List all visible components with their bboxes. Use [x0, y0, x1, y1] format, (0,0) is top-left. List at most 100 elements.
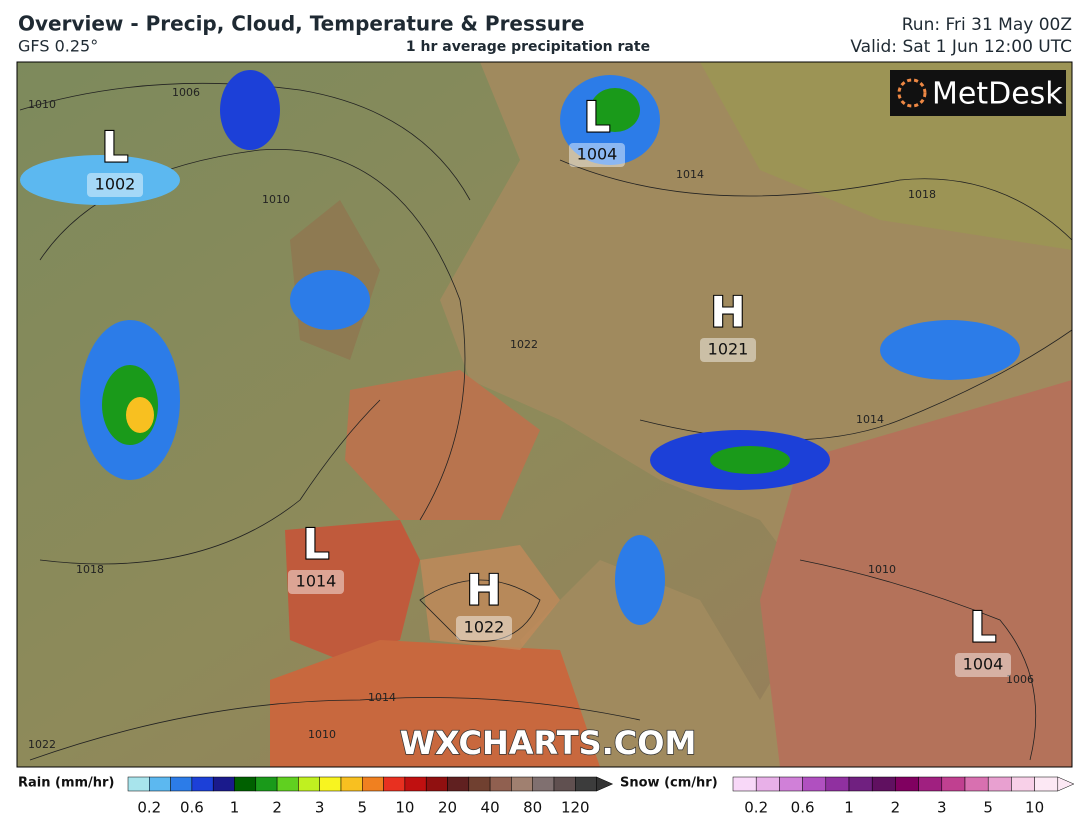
- title: Overview - Precip, Cloud, Temperature & …: [18, 12, 584, 36]
- legend-swatch: [425, 776, 448, 792]
- isobar-label: 1014: [368, 691, 396, 704]
- subtitle: 1 hr average precipitation rate: [406, 39, 650, 55]
- legend-swatch: [941, 776, 966, 792]
- legend-arrow: [596, 776, 614, 792]
- legend-tick-label: 20: [438, 799, 457, 817]
- legend-swatch: [987, 776, 1012, 792]
- pressure-value: 1004: [577, 145, 618, 164]
- legend-swatch: [447, 776, 470, 792]
- legend-swatch: [170, 776, 193, 792]
- pressure-value-box: [456, 616, 512, 640]
- legend-tick-label: 2: [272, 799, 282, 817]
- legend-tick-label: 1: [230, 799, 240, 817]
- isobar-label: 1022: [28, 738, 56, 751]
- legend-swatch: [779, 776, 803, 792]
- pressure-letter: H: [710, 288, 745, 337]
- legend-swatch: [825, 776, 850, 792]
- pressure-letter: L: [102, 123, 129, 172]
- pressure-value: 1002: [95, 175, 136, 194]
- legend-swatch: [276, 776, 299, 792]
- legend-arrow: [1057, 776, 1075, 792]
- map-frame: [16, 61, 1073, 768]
- legend-swatch: [895, 776, 919, 792]
- legends: 0.2 0.6 1 2 3 5 10 20 40 80 120 0.2 0.6 1 2 3 5 10: [127, 776, 1075, 817]
- legend-swatch: [191, 776, 214, 792]
- legend-swatch: [511, 776, 533, 792]
- iberia: [285, 520, 420, 660]
- legend-tick-label: 0.2: [744, 799, 768, 817]
- pressure-value: 1004: [963, 655, 1004, 674]
- pressure-letter: L: [970, 603, 997, 652]
- legend-swatch: [918, 776, 943, 792]
- legend-tick-label: 0.6: [180, 799, 204, 817]
- isobar-label: 1014: [676, 168, 704, 181]
- isobar-label: 1014: [856, 413, 884, 426]
- pressure-letter: L: [584, 93, 611, 142]
- pressure-value-box: [700, 338, 756, 362]
- model: GFS 0.25°: [18, 37, 98, 56]
- legend-swatch: [1034, 776, 1059, 792]
- legend-swatch: [553, 776, 576, 792]
- legend-tick-label: 80: [523, 799, 542, 817]
- legend-tick-label: 10: [395, 799, 414, 817]
- legend-swatch: [319, 776, 342, 792]
- pressure-letter: L: [303, 520, 330, 569]
- legend-swatch: [362, 776, 384, 792]
- pressure-value-box: [288, 570, 344, 594]
- legend-swatch: [127, 776, 150, 792]
- france: [345, 370, 540, 520]
- logo-icon: [897, 78, 927, 108]
- logo: MetDesk: [932, 77, 1063, 112]
- run: Run: Fri 31 May 00Z: [902, 15, 1072, 35]
- legend-swatch: [575, 776, 597, 792]
- legend-tick-label: 5: [358, 799, 368, 817]
- legend-swatch: [871, 776, 896, 792]
- logo-box: [890, 70, 1066, 116]
- legend-swatch: [383, 776, 406, 792]
- isobar-label: 1010: [308, 728, 336, 741]
- legend-swatch: [404, 776, 427, 792]
- isobar-labels: 1010 1006 1010 1014 1018 1022 1014 1010 …: [28, 86, 1034, 751]
- watermark: WXCHARTS.COM: [400, 724, 697, 762]
- legend-swatch: [212, 776, 235, 792]
- legend-tick-label: 5: [983, 799, 993, 817]
- legend-tick-label: 2: [891, 799, 901, 817]
- pressure-value-box: [569, 143, 625, 167]
- legend-swatch: [298, 776, 320, 792]
- pressure-value-box: [955, 653, 1011, 677]
- pressure-value: 1021: [708, 340, 749, 359]
- isobar-label: 1010: [28, 98, 56, 111]
- legend-swatch: [755, 776, 780, 792]
- isobar-label: 1006: [1006, 673, 1034, 686]
- map: 1010 1006 1010 1014 1018 1022 1014 1010 …: [17, 62, 1072, 767]
- pressure-value: 1014: [296, 572, 337, 591]
- legend-swatch: [802, 776, 827, 792]
- pressure-value-box: [87, 173, 143, 197]
- legend-tick-label: 0.6: [791, 799, 815, 817]
- legend-swatch: [489, 776, 512, 792]
- pressure-letter: H: [466, 566, 501, 615]
- isobar-label: 1018: [76, 563, 104, 576]
- legend-tick-label: 10: [1025, 799, 1044, 817]
- isobar-label: 1010: [262, 193, 290, 206]
- legend-swatch: [234, 776, 257, 792]
- snow-legend-label: Snow (cm/hr): [620, 776, 718, 791]
- valid: Valid: Sat 1 Jun 12:00 UTC: [850, 37, 1072, 57]
- isobar-label: 1022: [510, 338, 538, 351]
- pressure-value: 1022: [464, 618, 505, 637]
- pressure-systems: L 1002 L 1004 H 1021 L 1014 H 1022 L 1004: [87, 91, 1011, 677]
- rain-legend-label: Rain (mm/hr): [18, 776, 114, 791]
- isobar-label: 1006: [172, 86, 200, 99]
- legend-swatch: [848, 776, 873, 792]
- legend-tick-label: 3: [315, 799, 325, 817]
- legend-swatch: [255, 776, 278, 792]
- legend-swatch: [1011, 776, 1035, 792]
- legend-tick-label: 0.2: [137, 799, 161, 817]
- legend-tick-label: 120: [561, 799, 590, 817]
- precip: [20, 70, 1020, 625]
- legend-swatch: [468, 776, 491, 792]
- legend-swatch: [340, 776, 363, 792]
- isobar-label: 1010: [868, 563, 896, 576]
- north-africa: [270, 640, 600, 767]
- legend-swatch: [732, 776, 757, 792]
